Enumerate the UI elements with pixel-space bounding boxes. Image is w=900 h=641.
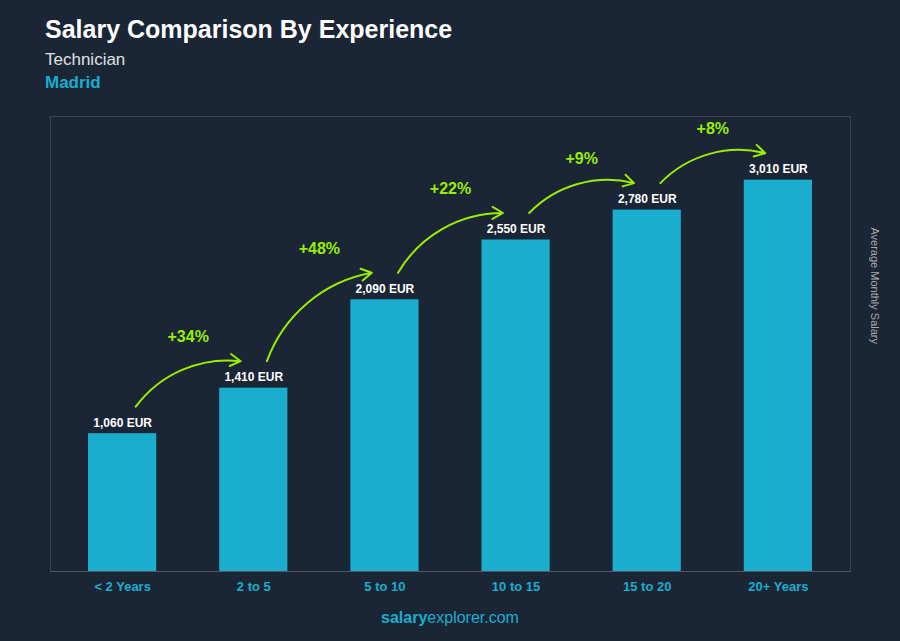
svg-text:5 to 10: 5 to 10 [364,579,405,594]
html-text:salary explorer.com: salary explorer.com [381,609,519,626]
svg-text:2,550 EUR: 2,550 EUR [487,222,546,236]
html-text:Madrid: Madrid [45,73,101,92]
svg-text:+22%: +22% [430,180,471,197]
svg-text:+48%: +48% [299,240,340,257]
svg-text:Average Monthly Salary: Average Monthly Salary [869,227,881,344]
svg-text:2 to 5: 2 to 5 [237,579,271,594]
svg-text:2,780 EUR: 2,780 EUR [618,192,677,206]
svg-text:+8%: +8% [697,120,729,137]
svg-text:2,090 EUR: 2,090 EUR [356,282,415,296]
svg-text:< 2 Years: < 2 Years [94,579,151,594]
svg-text:10 to 15: 10 to 15 [492,579,540,594]
svg-text:20+ Years: 20+ Years [748,579,808,594]
svg-text:1,060 EUR: 1,060 EUR [93,416,152,430]
svg-text:3,010 EUR: 3,010 EUR [749,162,808,176]
svg-text:+34%: +34% [168,328,209,345]
svg-text:15 to 20: 15 to 20 [623,579,671,594]
html-text:Technician: Technician [45,50,126,69]
svg-text:+9%: +9% [565,150,597,167]
svg-text:1,410 EUR: 1,410 EUR [224,370,283,384]
html-text:Salary Comparison By Experienc: Salary Comparison By Experience [45,15,453,43]
